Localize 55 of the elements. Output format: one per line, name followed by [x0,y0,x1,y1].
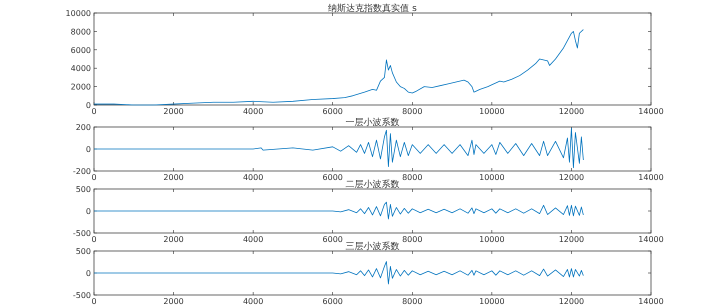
x-tick-label: 4000 [242,297,264,305]
y-tick-label: 0 [86,101,91,110]
x-tick-label: 14000 [638,235,664,244]
line-series [94,29,584,106]
y-tick-label: -500 [72,291,91,300]
x-tick-label: 10000 [479,173,505,182]
x-tick-label: 6000 [322,107,343,116]
x-tick-label: 10000 [479,297,505,305]
x-tick-label: 8000 [402,235,422,244]
x-tick-label: 6000 [322,297,343,305]
x-tick-label: 4000 [242,235,264,244]
chart-title: 三层小波系数 [346,241,400,252]
x-tick-label: 14000 [638,297,664,305]
y-tick-label: -500 [72,229,91,238]
x-tick-label: 12000 [558,173,584,182]
x-tick-label: 4000 [242,173,264,182]
x-tick-label: 14000 [638,173,664,182]
x-tick-label: 8000 [402,173,422,182]
x-tick-label: 2000 [163,173,184,182]
y-tick-label: 500 [76,247,91,256]
y-tick-label: 6000 [70,46,91,55]
x-tick-label: 2000 [163,107,184,116]
x-tick-label: 6000 [322,173,343,182]
y-tick-label: 0 [86,145,91,154]
line-series [94,261,584,284]
x-tick-label: 2000 [163,297,184,305]
line-series [94,128,584,168]
chart-title: 二层小波系数 [346,179,400,190]
y-tick-label: 200 [76,123,91,132]
x-tick-label: 0 [91,297,97,305]
x-tick-label: 12000 [558,107,584,116]
y-tick-label: -200 [72,167,91,176]
x-tick-label: 8000 [402,107,422,116]
x-tick-label: 2000 [163,235,184,244]
y-tick-label: 2000 [70,82,91,92]
x-tick-label: 12000 [558,297,584,305]
x-tick-label: 0 [91,173,97,182]
x-tick-label: 10000 [479,235,505,244]
x-tick-label: 14000 [638,107,664,116]
x-tick-label: 0 [91,107,97,116]
x-tick-label: 12000 [558,235,584,244]
x-tick-label: 8000 [402,297,422,305]
y-tick-label: 0 [86,207,91,216]
y-tick-label: 4000 [70,64,91,74]
line-series [94,202,584,220]
y-tick-label: 0 [86,269,91,278]
chart-title: 一层小波系数 [346,117,400,128]
y-tick-label: 8000 [70,27,91,36]
x-tick-label: 10000 [479,107,505,116]
chart-title: 纳斯达克指数真实值 s [328,3,418,14]
y-tick-label: 500 [76,185,91,194]
y-tick-label: 10000 [66,9,91,18]
x-tick-label: 0 [91,235,97,244]
x-tick-label: 6000 [322,235,343,244]
x-tick-label: 4000 [242,107,264,116]
